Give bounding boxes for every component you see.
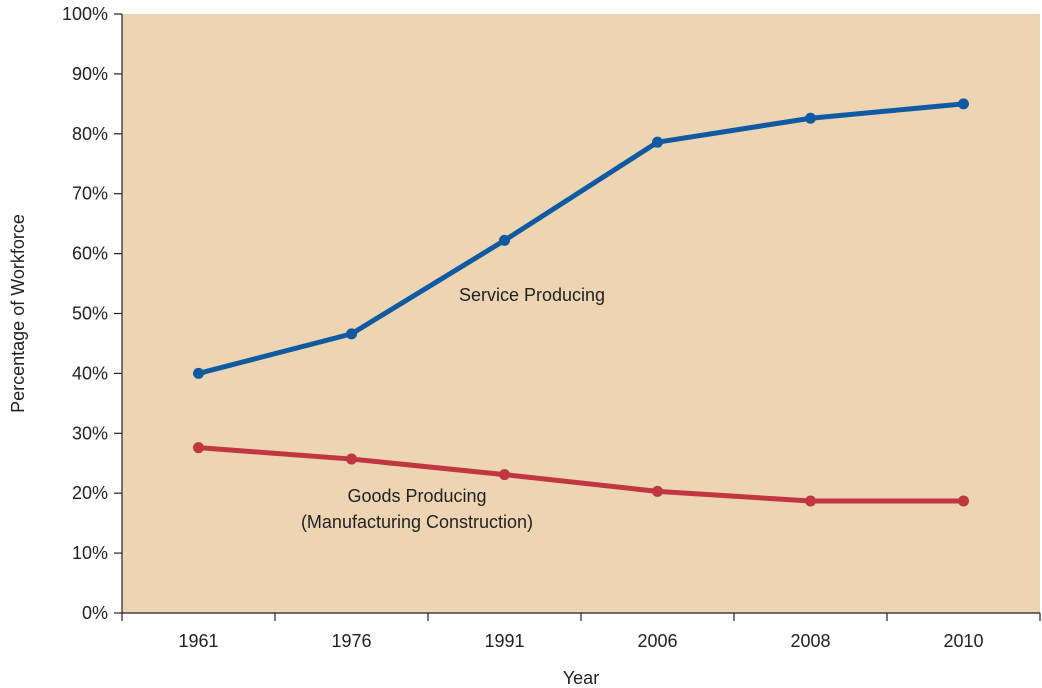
x-tick-label: 2010 [943,631,983,651]
y-tick-label: 20% [72,483,108,503]
series-group [193,98,969,507]
data-point-goods-producing [805,495,816,507]
y-tick-label: 80% [72,124,108,144]
x-tick-label: 2008 [790,631,830,651]
x-tick-label: 2006 [637,631,677,651]
data-point-goods-producing [346,453,357,465]
x-axis-ticks: 1961 1976 1991 2006 2008 2010 [121,613,1041,651]
x-tick-label: 1991 [484,631,524,651]
data-point-service-producing [805,112,816,124]
plot-area [122,14,1040,613]
data-point-service-producing [652,136,663,148]
annotation-goods-producing: Goods Producing [347,486,486,506]
annotation-service-producing: Service Producing [459,285,605,305]
annotation-goods-producing-detail: (Manufacturing Construction) [301,512,533,532]
data-point-service-producing [346,328,357,340]
x-tick-label: 1961 [178,631,218,651]
series-line-goods-producing [196,445,966,504]
y-axis-title: Percentage of Workforce [8,214,28,413]
y-tick-label: 90% [72,64,108,84]
y-tick-label: 100% [62,4,108,24]
data-point-goods-producing [499,469,510,481]
data-point-service-producing [193,367,204,379]
x-axis-title: Year [563,668,599,688]
y-axis-ticks: 0% 10% 20% 30% 40% 50% 60% 70% 80% 90% 100% [62,4,122,623]
data-point-goods-producing [193,442,204,454]
series-line-service-producing [196,101,966,376]
x-tick-label: 1976 [331,631,371,651]
y-tick-label: 70% [72,184,108,204]
y-tick-label: 10% [72,543,108,563]
data-point-goods-producing [958,495,969,507]
data-point-service-producing [499,234,510,246]
data-point-goods-producing [652,485,663,497]
y-tick-label: 40% [72,363,108,383]
y-tick-label: 0% [82,603,108,623]
y-tick-label: 50% [72,304,108,324]
y-tick-label: 60% [72,244,108,264]
y-tick-label: 30% [72,423,108,443]
data-point-service-producing [958,98,969,110]
